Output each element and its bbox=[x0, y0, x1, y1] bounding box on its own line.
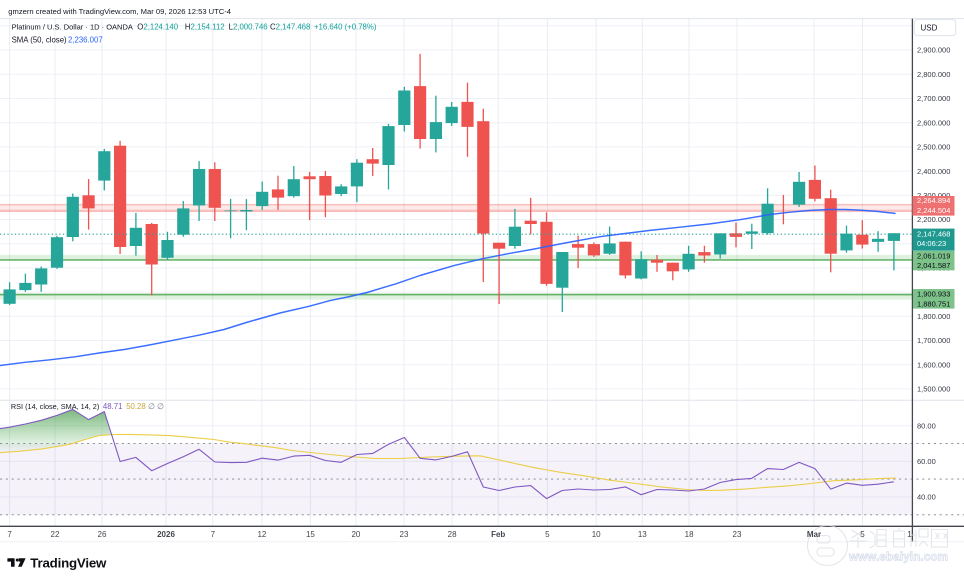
svg-text:23: 23 bbox=[733, 530, 742, 539]
svg-text:H2,154.112: H2,154.112 bbox=[185, 23, 225, 32]
svg-text:Mar: Mar bbox=[807, 530, 821, 539]
svg-text:20: 20 bbox=[351, 530, 360, 539]
svg-text:48.71: 48.71 bbox=[103, 402, 123, 411]
svg-text:12: 12 bbox=[257, 530, 266, 539]
svg-text:10: 10 bbox=[592, 530, 601, 539]
svg-text:1,500.000: 1,500.000 bbox=[917, 385, 950, 394]
svg-text:2,061.019: 2,061.019 bbox=[917, 251, 950, 260]
svg-text:26: 26 bbox=[98, 530, 107, 539]
svg-text:15: 15 bbox=[306, 530, 315, 539]
svg-text:2,041.587: 2,041.587 bbox=[917, 261, 950, 270]
svg-text:1,700.000: 1,700.000 bbox=[917, 336, 950, 345]
svg-text:22: 22 bbox=[51, 530, 60, 539]
svg-text:2,700.000: 2,700.000 bbox=[917, 94, 950, 103]
svg-text:18: 18 bbox=[685, 530, 694, 539]
svg-text:2,200.000: 2,200.000 bbox=[917, 215, 950, 224]
svg-text:50.28: 50.28 bbox=[126, 402, 146, 411]
svg-text:1: 1 bbox=[907, 530, 912, 539]
svg-text:04:06:23: 04:06:23 bbox=[917, 239, 946, 248]
svg-text:Feb: Feb bbox=[491, 530, 505, 539]
svg-text:40.00: 40.00 bbox=[917, 493, 936, 502]
svg-text:2,264.894: 2,264.894 bbox=[917, 196, 950, 205]
svg-text:2,400.000: 2,400.000 bbox=[917, 167, 950, 176]
svg-text:USD: USD bbox=[921, 23, 938, 32]
svg-text:2,800.000: 2,800.000 bbox=[917, 70, 950, 79]
svg-text:2,600.000: 2,600.000 bbox=[917, 118, 950, 127]
svg-text:5: 5 bbox=[545, 530, 550, 539]
svg-text:∅ ∅: ∅ ∅ bbox=[148, 402, 164, 411]
svg-text:2,236.007: 2,236.007 bbox=[68, 35, 103, 44]
svg-text:23: 23 bbox=[400, 530, 409, 539]
svg-text:13: 13 bbox=[638, 530, 647, 539]
svg-text:O2,124.140: O2,124.140 bbox=[137, 23, 178, 32]
svg-text:1,800.000: 1,800.000 bbox=[917, 312, 950, 321]
svg-text:2,300.000: 2,300.000 bbox=[917, 191, 950, 200]
svg-text:L2,000.746: L2,000.746 bbox=[229, 23, 268, 32]
svg-text:2,244.504: 2,244.504 bbox=[917, 206, 950, 215]
svg-text:7: 7 bbox=[7, 530, 12, 539]
svg-text:7: 7 bbox=[211, 530, 216, 539]
svg-text:1,900.933: 1,900.933 bbox=[917, 290, 950, 299]
svg-text:C2,147.468: C2,147.468 bbox=[270, 23, 310, 32]
svg-text:2,500.000: 2,500.000 bbox=[917, 143, 950, 152]
svg-text:1,880.751: 1,880.751 bbox=[917, 299, 950, 308]
svg-text:+16.640 (+0.78%): +16.640 (+0.78%) bbox=[314, 23, 377, 32]
svg-text:5: 5 bbox=[860, 530, 865, 539]
svg-text:2026: 2026 bbox=[157, 530, 175, 539]
svg-text:28: 28 bbox=[448, 530, 457, 539]
svg-text:60.00: 60.00 bbox=[917, 457, 936, 466]
svg-text:1,600.000: 1,600.000 bbox=[917, 360, 950, 369]
svg-text:2,147.468: 2,147.468 bbox=[917, 230, 950, 239]
svg-text:www.ebaiyin.com: www.ebaiyin.com bbox=[848, 552, 948, 564]
svg-text:RSI (14, close, SMA, 14, 2): RSI (14, close, SMA, 14, 2) bbox=[11, 402, 99, 411]
svg-text:SMA (50, close): SMA (50, close) bbox=[12, 35, 67, 44]
svg-text:2,900.000: 2,900.000 bbox=[917, 46, 950, 55]
svg-text:TradingView: TradingView bbox=[30, 555, 107, 570]
svg-text:Platinum / U.S. Dollar · 1D ·: Platinum / U.S. Dollar · 1D · OANDA bbox=[12, 23, 133, 32]
svg-text:gmzern created with TradingVie: gmzern created with TradingView.com, Mar… bbox=[8, 7, 231, 16]
svg-text:80.00: 80.00 bbox=[917, 422, 936, 431]
